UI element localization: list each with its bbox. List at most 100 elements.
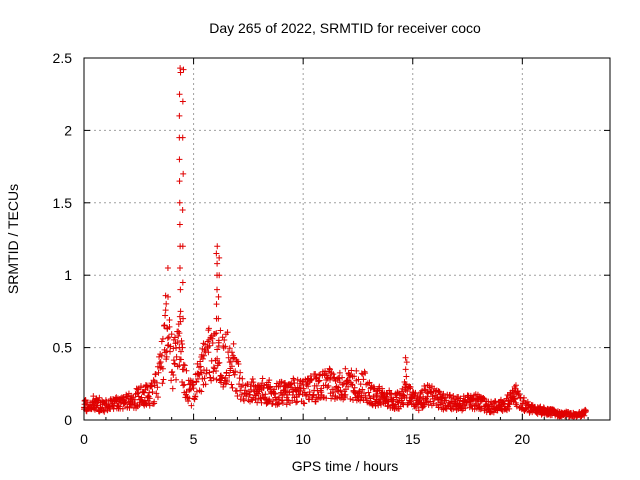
data-point bbox=[407, 385, 414, 392]
data-point bbox=[402, 366, 409, 373]
data-point bbox=[153, 390, 160, 397]
data-point bbox=[227, 358, 234, 365]
data-point bbox=[243, 393, 250, 400]
data-point bbox=[176, 330, 183, 337]
data-point bbox=[228, 381, 235, 388]
data-point bbox=[240, 397, 247, 404]
data-point bbox=[164, 342, 171, 349]
data-point bbox=[211, 330, 218, 337]
data-point bbox=[302, 392, 309, 399]
data-point bbox=[214, 346, 221, 353]
data-point bbox=[436, 388, 443, 395]
data-point bbox=[121, 399, 128, 406]
data-point bbox=[214, 260, 221, 267]
data-point bbox=[415, 407, 422, 414]
data-point bbox=[165, 293, 172, 300]
data-point bbox=[266, 377, 273, 384]
data-point bbox=[156, 360, 163, 367]
data-point bbox=[181, 381, 188, 388]
data-point bbox=[524, 398, 531, 405]
data-point bbox=[506, 405, 513, 412]
data-points bbox=[81, 65, 589, 420]
data-point bbox=[315, 378, 322, 385]
data-point bbox=[270, 398, 277, 405]
data-point bbox=[512, 382, 519, 389]
data-point bbox=[512, 388, 519, 395]
data-point bbox=[176, 221, 183, 228]
data-point bbox=[307, 372, 314, 379]
data-point bbox=[180, 66, 187, 73]
data-point bbox=[146, 389, 153, 396]
data-point bbox=[351, 389, 358, 396]
data-point bbox=[450, 392, 457, 399]
data-point bbox=[146, 395, 153, 402]
data-point bbox=[402, 354, 409, 361]
data-point bbox=[214, 243, 221, 250]
data-point bbox=[345, 383, 352, 390]
data-point bbox=[170, 371, 177, 378]
data-point bbox=[365, 399, 372, 406]
data-point bbox=[447, 391, 454, 398]
x-tick-label: 10 bbox=[295, 431, 311, 447]
data-point bbox=[177, 308, 184, 315]
data-point bbox=[288, 380, 295, 387]
data-point bbox=[149, 389, 156, 396]
data-point bbox=[239, 375, 246, 382]
data-point bbox=[164, 335, 171, 342]
data-point bbox=[369, 402, 376, 409]
data-point bbox=[357, 397, 364, 404]
y-tick-label: 1 bbox=[64, 267, 72, 283]
x-tick-label: 20 bbox=[515, 431, 531, 447]
data-point bbox=[146, 402, 153, 409]
data-point bbox=[214, 286, 221, 293]
data-point bbox=[217, 327, 224, 334]
data-point bbox=[176, 156, 183, 163]
data-point bbox=[164, 264, 171, 271]
data-point bbox=[582, 406, 589, 413]
data-point bbox=[234, 393, 241, 400]
y-axis-label: SRMTID / TECUs bbox=[5, 184, 21, 294]
data-point bbox=[435, 388, 442, 395]
data-point bbox=[286, 389, 293, 396]
data-point bbox=[512, 395, 519, 402]
data-point bbox=[181, 362, 188, 369]
data-point bbox=[511, 396, 518, 403]
data-point bbox=[187, 386, 194, 393]
data-point bbox=[190, 385, 197, 392]
data-point bbox=[205, 325, 212, 332]
data-point bbox=[151, 400, 158, 407]
data-point bbox=[272, 390, 279, 397]
data-point bbox=[310, 392, 317, 399]
data-point bbox=[230, 340, 237, 347]
data-point bbox=[393, 394, 400, 401]
data-point bbox=[249, 375, 256, 382]
data-point bbox=[209, 339, 216, 346]
data-point bbox=[177, 348, 184, 355]
data-point bbox=[402, 381, 409, 388]
data-point bbox=[361, 368, 368, 375]
data-point bbox=[457, 395, 464, 402]
data-point bbox=[191, 396, 198, 403]
data-point bbox=[306, 389, 313, 396]
data-point bbox=[161, 322, 168, 329]
data-point bbox=[170, 357, 177, 364]
data-point bbox=[403, 359, 410, 366]
data-point bbox=[135, 385, 142, 392]
data-point bbox=[297, 387, 304, 394]
data-point bbox=[159, 335, 166, 342]
data-point bbox=[197, 363, 204, 370]
data-point bbox=[166, 323, 173, 330]
data-point bbox=[238, 391, 245, 398]
data-point bbox=[226, 372, 233, 379]
data-point bbox=[216, 359, 223, 366]
data-point bbox=[162, 307, 169, 314]
y-tick-label: 0.5 bbox=[53, 340, 73, 356]
data-point bbox=[154, 394, 161, 401]
plot-frame bbox=[83, 57, 611, 421]
data-point bbox=[169, 368, 176, 375]
data-point bbox=[179, 279, 186, 286]
data-point bbox=[269, 400, 276, 407]
data-point bbox=[301, 400, 308, 407]
data-point bbox=[171, 360, 178, 367]
data-point bbox=[412, 389, 419, 396]
